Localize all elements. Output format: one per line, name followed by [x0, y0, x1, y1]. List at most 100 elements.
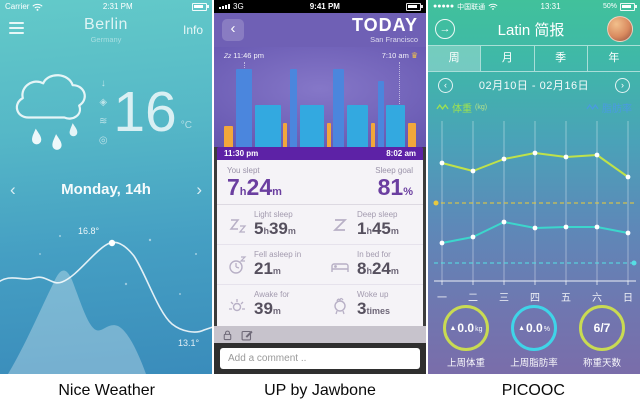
metric-label: 称重天数 — [582, 358, 621, 369]
goal-label: Sleep goal — [375, 166, 413, 175]
sleep-bar — [254, 105, 281, 147]
metric: ▲ 0.0% 上周脂肪率 — [502, 305, 566, 369]
sleep-card-wrap: You slept 7h24m Sleep goal 81% Light sle… — [214, 160, 426, 326]
metric-unit: kg — [475, 326, 483, 333]
low-temp-label: 13.1° — [178, 338, 200, 348]
status-time: 13:31 — [540, 2, 561, 11]
crown-icon: ♛ — [410, 51, 418, 60]
wake-guide-line — [399, 62, 400, 132]
peak-temp-label: 16.8° — [78, 226, 100, 236]
metric: ▲ 0.0 kg 上周体重 — [434, 305, 498, 369]
city-title: Berlin — [84, 16, 128, 33]
weight-legend: 体重 (kg) — [436, 100, 487, 115]
comment-bar — [214, 343, 426, 374]
next-day-button[interactable]: › — [196, 180, 202, 199]
day-label: 六 — [592, 293, 602, 304]
sleep-bar — [235, 69, 252, 147]
carrier-label: 中国联通 — [457, 3, 486, 11]
sleep-bar — [224, 126, 233, 147]
fat-wave-icon — [586, 104, 599, 110]
prev-day-button[interactable]: ‹ — [10, 180, 16, 199]
temperature-unit: °C — [180, 119, 192, 131]
up-header: ‹ TODAY San Francisco — [214, 13, 426, 47]
next-week-button[interactable]: › — [615, 77, 630, 93]
sleep-bar — [333, 69, 345, 147]
lock-icon[interactable] — [221, 328, 234, 342]
sleep-time-band: 11:30 pm 8:02 am — [217, 147, 423, 160]
sleep-stat: Deep sleep 1h45m — [320, 205, 423, 244]
sleep-stat: Light sleep 5h39m — [217, 205, 320, 244]
info-button[interactable]: Info — [182, 23, 203, 37]
compass-icon: ◎ — [98, 134, 108, 146]
stat-label: In bed for — [357, 250, 391, 259]
tab-周[interactable]: 周 — [428, 46, 481, 71]
stat-value: 39m — [254, 299, 281, 318]
sleep-bar — [347, 105, 368, 147]
condition-icon-column: ↓ ◈ ≋ ◎ — [93, 78, 113, 146]
edit-icon[interactable] — [240, 328, 254, 342]
card-toolbar — [214, 326, 426, 343]
sleep-stat: In bed for 8h24m — [320, 245, 423, 284]
slept-value: 7h24m — [227, 174, 282, 200]
band-start-time: 11:30 pm — [224, 149, 259, 158]
weather-header: Berlin Germany Info — [0, 16, 212, 52]
day-label: 日 — [623, 293, 633, 304]
woke-up-icon — [330, 295, 350, 315]
metric-unit: % — [543, 326, 550, 333]
day-label: 四 — [530, 293, 540, 304]
sleep-chart: Zz 11:46 pm 7:10 am ♛ — [214, 47, 426, 147]
fell-asleep-time: Zz 11:46 pm — [224, 51, 264, 60]
battery-icon — [192, 2, 209, 11]
caption-picooc: PICOOC — [501, 382, 565, 399]
signal-dots: ●●●●● — [433, 3, 455, 10]
sleep-stat: Fell asleep in 21m — [217, 245, 320, 284]
fell-asleep-icon — [227, 255, 247, 275]
light-sleep-icon — [227, 215, 247, 235]
network-label: 3G — [233, 2, 244, 11]
temperature-area — [8, 270, 146, 374]
back-button[interactable]: ‹ — [222, 19, 244, 41]
sleep-stat: Awake for 39m — [217, 285, 320, 324]
tab-年[interactable]: 年 — [586, 46, 640, 71]
page-subtitle: San Francisco — [370, 35, 418, 44]
weight-fat-chart: 一二三四五六日 — [428, 117, 640, 304]
menu-icon[interactable] — [9, 22, 24, 37]
stat-row: Light sleep 5h39m Deep sleep 1h45m — [217, 205, 423, 245]
day-label: 二 — [468, 293, 478, 304]
tab-季[interactable]: 季 — [533, 46, 587, 71]
sleep-summary-row: You slept 7h24m Sleep goal 81% — [217, 160, 423, 205]
peak-point — [108, 239, 116, 247]
deep-sleep-icon — [330, 215, 350, 235]
awake-icon — [227, 295, 247, 315]
sleep-bar — [299, 105, 324, 147]
battery-icon — [620, 2, 637, 11]
avatar[interactable] — [607, 16, 633, 42]
sleep-bar — [377, 81, 384, 147]
comment-input[interactable] — [220, 348, 420, 369]
delta-icon: ▲ — [518, 324, 525, 332]
wifi-icon — [488, 3, 498, 10]
caption-row: Nice Weather UP by Jawbone PICOOC — [0, 374, 640, 408]
stat-value: 1h45m — [357, 219, 399, 238]
sleep-band-wrap: 11:30 pm 8:02 am — [214, 147, 426, 160]
stat-label: Fell asleep in — [254, 250, 302, 259]
fat-legend: 脂肪率 — [586, 100, 632, 115]
metric-label: 上周脂肪率 — [510, 358, 558, 369]
day-label: 三 — [499, 293, 509, 304]
status-time: 2:31 PM — [102, 2, 133, 11]
goal-value: 81% — [377, 174, 413, 200]
circle-arrow-icon[interactable]: → — [435, 19, 455, 39]
battery-icon — [406, 2, 423, 11]
prev-week-button[interactable]: ‹ — [438, 77, 453, 93]
slept-label: You slept — [227, 166, 260, 175]
sleep-bar — [326, 123, 331, 147]
temperature-curve-chart: 16.8° 13.1° — [0, 226, 212, 374]
metric: 6/7 称重天数 — [570, 305, 634, 369]
delta-icon: ▲ — [449, 324, 457, 332]
metric-ring: ▲ 0.0 kg — [443, 305, 489, 351]
stat-label: Deep sleep — [357, 210, 398, 219]
page-title: Latin 简报 — [497, 21, 565, 39]
tab-月[interactable]: 月 — [480, 46, 533, 71]
wind-icon: ≋ — [99, 115, 108, 127]
